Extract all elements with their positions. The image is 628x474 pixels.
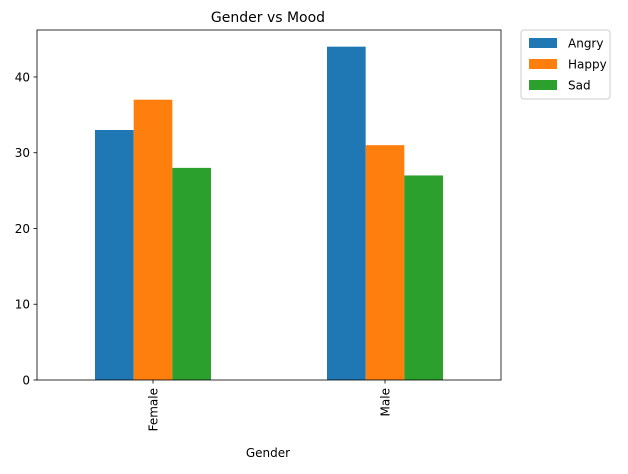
legend-swatch-happy <box>529 59 557 69</box>
legend-label-angry: Angry <box>568 37 603 51</box>
bars-layer <box>95 46 443 381</box>
legend: Angry Happy Sad <box>520 29 611 100</box>
legend-swatch-angry <box>529 38 557 48</box>
plot-frame <box>36 29 502 381</box>
bar-happy-male <box>365 145 405 380</box>
bar-sad-female <box>172 167 211 380</box>
y-tick-label: 10 <box>15 298 30 312</box>
bar-happy-female <box>133 99 173 380</box>
legend-swatch-sad <box>529 80 557 90</box>
x-tick-label: Female <box>146 388 160 431</box>
legend-label-happy: Happy <box>568 58 607 72</box>
y-tick-label: 40 <box>15 70 30 84</box>
y-tick-label: 0 <box>22 373 30 387</box>
chart-title: Gender vs Mood <box>211 10 325 26</box>
x-tick-label: Male <box>378 388 392 416</box>
bar-sad-male <box>404 175 443 380</box>
axes-layer: 0 10 20 30 40 Female Male <box>15 29 502 431</box>
y-tick-label: 20 <box>15 222 30 236</box>
bar-angry-male <box>327 46 366 381</box>
x-axis-label: Gender <box>246 446 290 460</box>
legend-label-sad: Sad <box>568 79 591 93</box>
y-tick-label: 30 <box>15 146 30 160</box>
bar-angry-female <box>95 130 134 380</box>
